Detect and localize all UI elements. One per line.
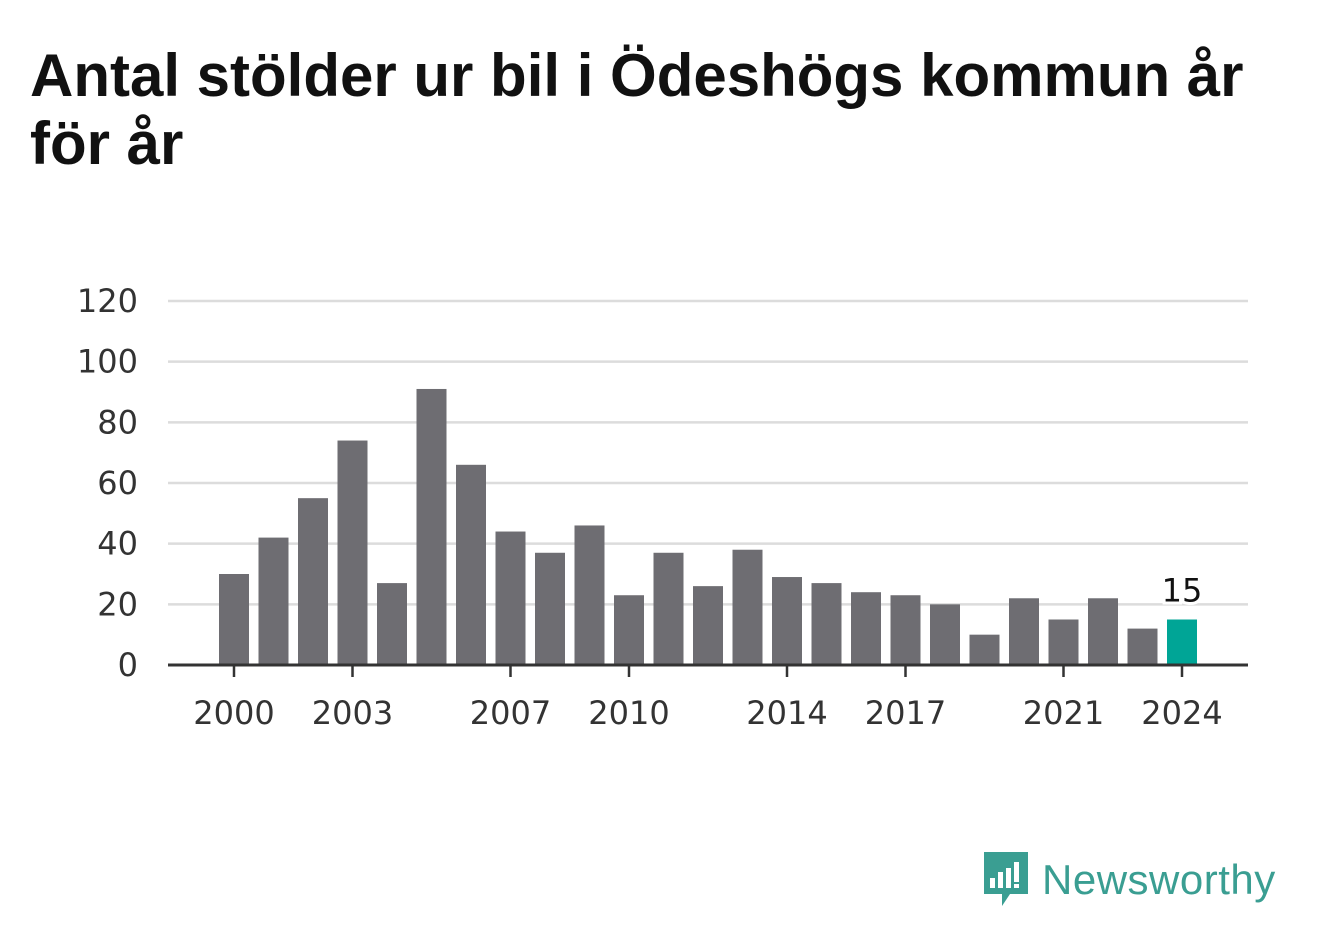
brand-name: Newsworthy [1042,856,1276,903]
x-tick-label: 2021 [1023,694,1104,732]
bar-2014 [772,577,802,665]
y-tick-label: 0 [118,646,138,684]
y-tick-label: 100 [77,343,138,381]
bar-2008 [535,552,565,665]
x-axis-ticks: 2000 2003 2007 2010 2014 2017 2021 2024 [193,665,1223,732]
x-tick-label: 2024 [1141,694,1222,732]
newsworthy-logo-icon [984,852,1028,906]
bar-2010 [614,595,644,665]
bar-2002 [298,498,328,665]
bar-2016 [851,592,881,665]
x-tick-label: 2000 [193,694,274,732]
bar-2022 [1088,598,1118,665]
bar-2009 [574,525,605,665]
data-labels: 15 [1159,569,1206,613]
y-tick-label: 40 [97,525,138,563]
bar-2024 [1167,619,1197,665]
bar-2021 [1048,619,1079,665]
bar-2007 [495,531,526,665]
x-tick-label: 2010 [588,694,669,732]
y-tick-label: 120 [77,282,138,320]
bars [219,388,1197,665]
bar-2015 [811,583,842,665]
x-tick-label: 2014 [746,694,827,732]
bar-2003 [337,440,368,665]
bar-2005 [416,388,447,665]
bar-2023 [1127,628,1158,665]
y-tick-label: 60 [97,464,138,502]
bar-2000 [219,574,249,665]
gridlines [168,299,1248,606]
x-tick-label: 2007 [470,694,551,732]
bar-2019 [969,634,1000,665]
bar-2020 [1009,598,1039,665]
x-tick-label: 2003 [312,694,393,732]
bar-2012 [693,586,723,665]
bar-2006 [456,464,486,665]
x-tick-label: 2017 [865,694,946,732]
y-axis-ticks: 0 20 40 60 80 100 120 [77,282,138,684]
bar-2018 [930,604,960,665]
bar-2004 [377,583,407,665]
bar-2017 [890,595,921,665]
y-tick-label: 80 [97,403,138,441]
data-label-2024: 15 [1162,572,1203,610]
bar-2013 [732,549,763,665]
newsworthy-brand: Newsworthy [980,850,1276,910]
chart-title: Antal stölder ur bil i Ödeshögs kommun å… [30,42,1244,177]
bar-2011 [653,552,684,665]
bar-2001 [258,537,289,665]
y-tick-label: 20 [97,585,138,623]
